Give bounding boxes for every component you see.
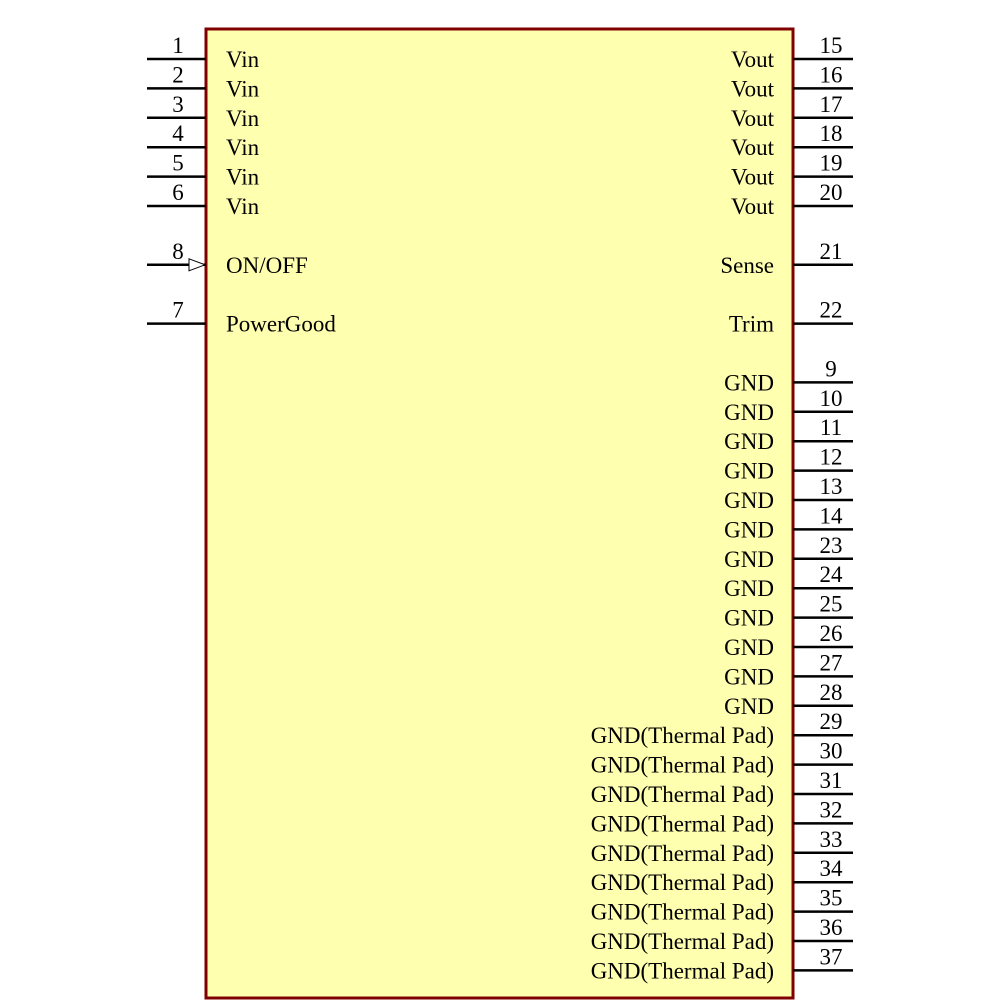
- pin-name: ON/OFF: [226, 253, 308, 278]
- pin-number: 31: [820, 768, 843, 793]
- component-body: [204, 27, 795, 1000]
- pin-number: 22: [820, 298, 843, 323]
- pin-name: Vout: [731, 76, 775, 101]
- pin-name: GND: [724, 664, 774, 689]
- pin-number: 33: [820, 827, 843, 852]
- pin-number: 20: [820, 180, 843, 205]
- pin-name: GND: [724, 635, 774, 660]
- pin-name: GND(Thermal Pad): [591, 870, 774, 895]
- pin-name: Vout: [731, 165, 775, 190]
- pin-name: GND: [724, 547, 774, 572]
- pin-name: Vin: [226, 47, 260, 72]
- pin-number: 15: [820, 33, 843, 58]
- pin-number: 3: [172, 92, 184, 117]
- pin-name: Trim: [729, 312, 774, 337]
- pin-number: 28: [820, 680, 843, 705]
- input-arrow-icon: [188, 258, 207, 272]
- pin-number: 29: [820, 709, 843, 734]
- pin-name: GND(Thermal Pad): [591, 958, 774, 983]
- pin-number: 12: [820, 445, 843, 470]
- pin-name: Vin: [226, 76, 260, 101]
- pin-name: Vout: [731, 106, 775, 131]
- pin-number: 18: [820, 121, 843, 146]
- pin-number: 5: [172, 151, 184, 176]
- pin-name: GND: [724, 606, 774, 631]
- pin-number: 6: [172, 180, 184, 205]
- pin-number: 2: [172, 62, 184, 87]
- pin-number: 10: [820, 386, 843, 411]
- pin-name: GND: [724, 576, 774, 601]
- pin-name: Vin: [226, 194, 260, 219]
- pin-name: Vin: [226, 106, 260, 131]
- pin-name: GND: [724, 459, 774, 484]
- pin-name: GND: [724, 488, 774, 513]
- pin-number: 17: [820, 92, 843, 117]
- pin-name: Vout: [731, 47, 775, 72]
- pin-name: GND: [724, 429, 774, 454]
- pin-name: GND(Thermal Pad): [591, 900, 774, 925]
- pin-number: 23: [820, 533, 843, 558]
- pin-number: 9: [825, 356, 837, 381]
- pin-name: GND(Thermal Pad): [591, 723, 774, 748]
- pin-number: 25: [820, 592, 843, 617]
- pin-number: 19: [820, 151, 843, 176]
- pin-name: Sense: [720, 253, 774, 278]
- pin-name: Vin: [226, 165, 260, 190]
- pin-number: 37: [820, 944, 843, 969]
- pin-number: 35: [820, 886, 843, 911]
- pin-name: GND(Thermal Pad): [591, 753, 774, 778]
- pin-name: PowerGood: [226, 312, 336, 337]
- pin-number: 13: [820, 474, 843, 499]
- pin-number: 36: [820, 915, 843, 940]
- pin-name: GND(Thermal Pad): [591, 929, 774, 954]
- pin-name: GND: [724, 694, 774, 719]
- pin-name: GND(Thermal Pad): [591, 782, 774, 807]
- pin-name: GND(Thermal Pad): [591, 841, 774, 866]
- pin-number: 32: [820, 797, 843, 822]
- pin-name: Vin: [226, 135, 260, 160]
- pin-number: 16: [820, 62, 843, 87]
- pin-number: 1: [172, 33, 184, 58]
- pin-name: GND: [724, 370, 774, 395]
- pin-name: GND(Thermal Pad): [591, 811, 774, 836]
- pin-name: GND: [724, 400, 774, 425]
- pin-number: 26: [820, 621, 843, 646]
- pin-number: 21: [820, 239, 843, 264]
- pin-name: GND: [724, 517, 774, 542]
- pin-number: 14: [820, 503, 844, 528]
- pin-number: 11: [820, 415, 842, 440]
- pin-name: Vout: [731, 135, 775, 160]
- pin-name: Vout: [731, 194, 775, 219]
- pin-number: 8: [172, 239, 184, 264]
- pin-number: 4: [172, 121, 184, 146]
- pin-number: 34: [820, 856, 844, 881]
- pin-number: 24: [820, 562, 844, 587]
- pin-number: 27: [820, 650, 843, 675]
- pin-number: 30: [820, 739, 843, 764]
- pin-number: 7: [172, 298, 184, 323]
